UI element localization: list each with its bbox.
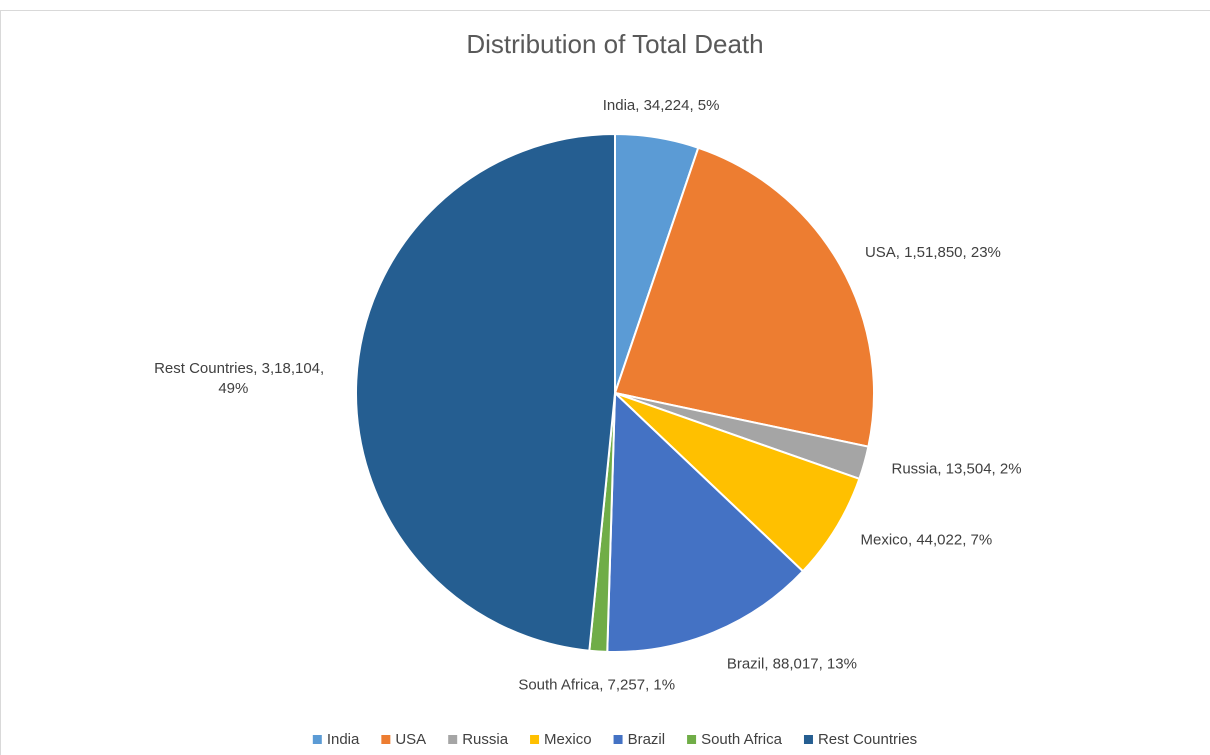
data-label: Rest Countries, 3,18,104, 49% (154, 360, 328, 397)
legend-label: Mexico (544, 731, 592, 748)
data-label: Russia, 13,504, 2% (891, 460, 1021, 477)
pie-slice (613, 146, 875, 448)
pie-slice (355, 132, 616, 652)
legend-swatch (530, 735, 540, 744)
legend-swatch (312, 735, 322, 744)
chart-border (0, 10, 1210, 755)
legend-label: India (327, 731, 360, 748)
legend-swatch (448, 735, 458, 744)
legend-swatch (803, 735, 813, 744)
data-label: USA, 1,51,850, 23% (865, 244, 1001, 261)
legend-label: Brazil (628, 731, 666, 748)
pie-slice (614, 392, 861, 573)
legend-swatch (381, 735, 391, 744)
legend-swatch (687, 735, 697, 744)
legend-label: South Africa (701, 731, 783, 748)
legend-label: Rest Countries (818, 731, 917, 748)
data-label: Brazil, 88,017, 13% (727, 656, 857, 673)
legend-swatch (613, 735, 623, 744)
data-label: South Africa, 7,257, 1% (518, 676, 675, 693)
pie-slice (606, 390, 805, 653)
chart-title: Distribution of Total Death (466, 29, 763, 59)
legend-label: USA (395, 731, 426, 748)
data-label: Mexico, 44,022, 7% (860, 532, 992, 549)
legend-label: Russia (462, 731, 509, 748)
data-label: India, 34,224, 5% (603, 97, 720, 114)
